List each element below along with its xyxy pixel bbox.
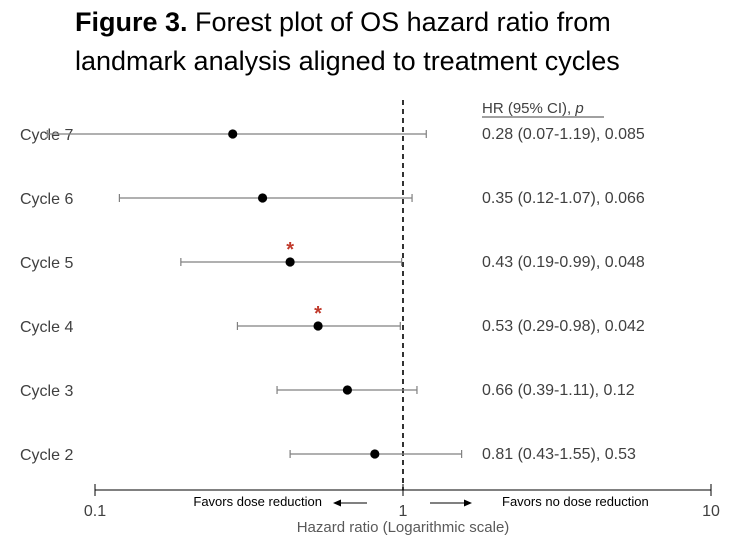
forest-row: Cycle 6 0.35 (0.12-1.07), 0.066	[20, 190, 645, 208]
favors-left-label: Favors dose reduction	[193, 494, 322, 509]
column-header-text: HR (95% CI),	[482, 100, 575, 117]
x-axis-ticks: 0.1 1 10	[84, 484, 720, 520]
x-tick-label: 10	[702, 503, 720, 520]
row-hr-text: 0.43 (0.19-0.99), 0.048	[482, 254, 645, 271]
row-label: Cycle 5	[20, 255, 73, 272]
x-axis-title: Hazard ratio (Logarithmic scale)	[297, 519, 510, 536]
favors-right-arrowhead	[464, 499, 472, 507]
column-header: HR (95% CI), p	[482, 100, 584, 117]
row-hr-text: 0.66 (0.39-1.11), 0.12	[482, 382, 635, 399]
hr-point	[228, 129, 238, 139]
row-hr-text: 0.53 (0.29-0.98), 0.042	[482, 318, 645, 335]
row-hr-text: 0.81 (0.43-1.55), 0.53	[482, 446, 636, 463]
figure-title-line-2: landmark analysis aligned to treatment c…	[75, 46, 620, 76]
figure-title-bold: Figure 3.	[75, 7, 188, 37]
hr-point	[370, 449, 380, 459]
hr-point	[342, 385, 353, 395]
forest-row: Cycle 2 0.81 (0.43-1.55), 0.53	[20, 446, 636, 464]
hr-point	[285, 257, 295, 267]
row-label: Cycle 6	[20, 191, 73, 208]
favors-left-arrowhead	[333, 499, 341, 507]
hr-point	[257, 193, 268, 203]
row-label: Cycle 2	[20, 447, 73, 464]
hr-point	[313, 321, 323, 331]
row-label: Cycle 3	[20, 383, 73, 400]
forest-row: Cycle 3 0.66 (0.39-1.11), 0.12	[20, 382, 635, 400]
forest-row: Cycle 7 0.28 (0.07-1.19), 0.085	[20, 126, 645, 144]
forest-row: Cycle 5 * 0.43 (0.19-0.99), 0.048	[20, 239, 645, 272]
column-header-p: p	[574, 100, 583, 117]
x-tick-label: 0.1	[84, 503, 106, 520]
x-tick-label: 1	[399, 503, 408, 520]
row-hr-text: 0.28 (0.07-1.19), 0.085	[482, 126, 645, 143]
figure-title-line-1: Figure 3. Forest plot of OS hazard ratio…	[75, 7, 611, 37]
forest-row: Cycle 4 * 0.53 (0.29-0.98), 0.042	[20, 303, 645, 336]
forest-rows: Cycle 7 0.28 (0.07-1.19), 0.085 Cycle 6 0.3…	[20, 126, 645, 464]
figure-title-rest: Forest plot of OS hazard ratio from	[188, 7, 611, 37]
significance-asterisk: *	[314, 303, 322, 325]
row-hr-text: 0.35 (0.12-1.07), 0.066	[482, 190, 645, 207]
significance-asterisk: *	[286, 239, 294, 261]
favors-right-label: Favors no dose reduction	[502, 494, 649, 509]
row-label: Cycle 4	[20, 319, 73, 336]
